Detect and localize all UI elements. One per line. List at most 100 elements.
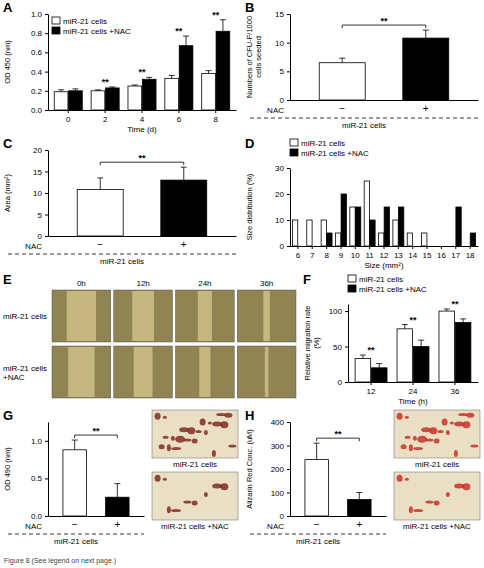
error-cap [95, 89, 101, 90]
tick-mark [384, 246, 385, 249]
y-axis: 05101520 [33, 146, 48, 241]
bar [455, 322, 471, 382]
photo-stain [450, 421, 454, 424]
y-axis-title: Relative migration rate(%) [303, 305, 321, 380]
error-bar [460, 319, 466, 323]
tick-label: 9 [339, 251, 344, 260]
photo-stain [421, 427, 431, 432]
x-tick: 10 [351, 246, 360, 260]
error-stem [342, 58, 343, 63]
error-bar [418, 340, 424, 346]
y-tick: 400 [271, 418, 290, 427]
x-axis: −+ [49, 516, 145, 530]
x-tick: − [72, 516, 78, 530]
tick-label: 4 [140, 115, 145, 124]
error-cap [97, 177, 103, 178]
tick-label: − [314, 519, 320, 530]
significance: ** [380, 16, 388, 26]
x-axis-title: NAC [267, 522, 284, 531]
bar [384, 207, 389, 246]
bar [69, 91, 83, 110]
tick-mark [355, 246, 356, 249]
text-line: (%) [312, 337, 321, 349]
tick-label: − [97, 239, 103, 250]
tick-mark [297, 246, 298, 249]
tick-label: 12 [380, 251, 389, 260]
tick-mark [45, 91, 48, 92]
x-tick: 7 [310, 246, 315, 260]
tick-mark [287, 246, 290, 247]
tick-label: 2 [103, 115, 108, 124]
bar [319, 63, 365, 100]
bar [348, 500, 371, 516]
tick-label: 300 [271, 442, 285, 451]
legend: miR-21 cellsmiR-21 cells +NAC [348, 275, 427, 294]
error-stem [186, 36, 187, 46]
tick-label: 6 [177, 115, 182, 124]
tick-label: + [356, 519, 362, 530]
bar [128, 86, 142, 110]
tick-label: 5 [38, 211, 43, 220]
error-bar [72, 440, 78, 450]
photo-stain [175, 436, 185, 443]
photo-label: miR-21 cells +NAC [161, 522, 229, 531]
bar [403, 38, 449, 100]
photo-scratch [199, 347, 210, 397]
tick-label: 100 [271, 489, 285, 498]
photo-stain [171, 447, 181, 450]
bar [470, 233, 475, 246]
tick-label: 0 [280, 96, 285, 105]
y-tick: 10 [275, 39, 290, 48]
error-stem [208, 71, 209, 74]
photo-stain [470, 444, 478, 447]
photo [52, 290, 111, 342]
tick-mark [287, 469, 290, 470]
bar [292, 220, 297, 246]
legend-swatch [52, 27, 60, 34]
bar [77, 190, 123, 236]
y-tick: 5 [38, 211, 48, 220]
panel-letter: F [303, 272, 311, 287]
error-stem [421, 340, 422, 346]
tick-mark [340, 246, 341, 249]
tick-label: 5 [280, 67, 285, 76]
y-tick: 0.5 [31, 474, 48, 483]
significance: ** [102, 77, 110, 87]
axis-line [48, 15, 49, 111]
x-tick: 8 [213, 110, 218, 124]
tick-label: 1.0 [31, 10, 43, 19]
tick-mark [45, 14, 48, 15]
column-label: 24h [198, 279, 211, 288]
tick-label: 0.6 [31, 48, 43, 57]
error-bar [146, 77, 152, 79]
photo-stain [163, 478, 167, 481]
error-bar [95, 89, 101, 91]
plot: 051015−+NACmiR-21 cells** [250, 10, 479, 130]
bar [427, 246, 432, 247]
x-tick: 15 [423, 246, 432, 260]
tick-label: 0.8 [31, 29, 43, 38]
plot: 0.00.51.0−+NACmiR-21 cells** [8, 423, 145, 547]
x-tick: 12 [367, 382, 376, 396]
tick-label: + [114, 519, 120, 530]
error-stem [463, 319, 464, 323]
photo-stain [458, 413, 468, 416]
x-tick: 4 [140, 110, 145, 124]
column-label: 12h [136, 279, 149, 288]
x-axis-title: NAC [25, 242, 42, 251]
tick-label: 15 [275, 10, 284, 19]
photo-stain [446, 492, 450, 497]
tick-mark [45, 172, 48, 173]
x-tick: − [97, 236, 103, 250]
marks [63, 440, 129, 516]
tick-mark [455, 246, 456, 249]
error-cap [72, 88, 78, 89]
tick-mark [412, 246, 413, 249]
tick-label: 17 [451, 251, 460, 260]
tick-mark [287, 220, 290, 221]
bar [165, 78, 179, 110]
photo-stain [163, 436, 169, 439]
significance: ** [138, 153, 146, 163]
x-tick: 16 [437, 246, 446, 260]
y-tick: 0.0 [31, 512, 48, 521]
